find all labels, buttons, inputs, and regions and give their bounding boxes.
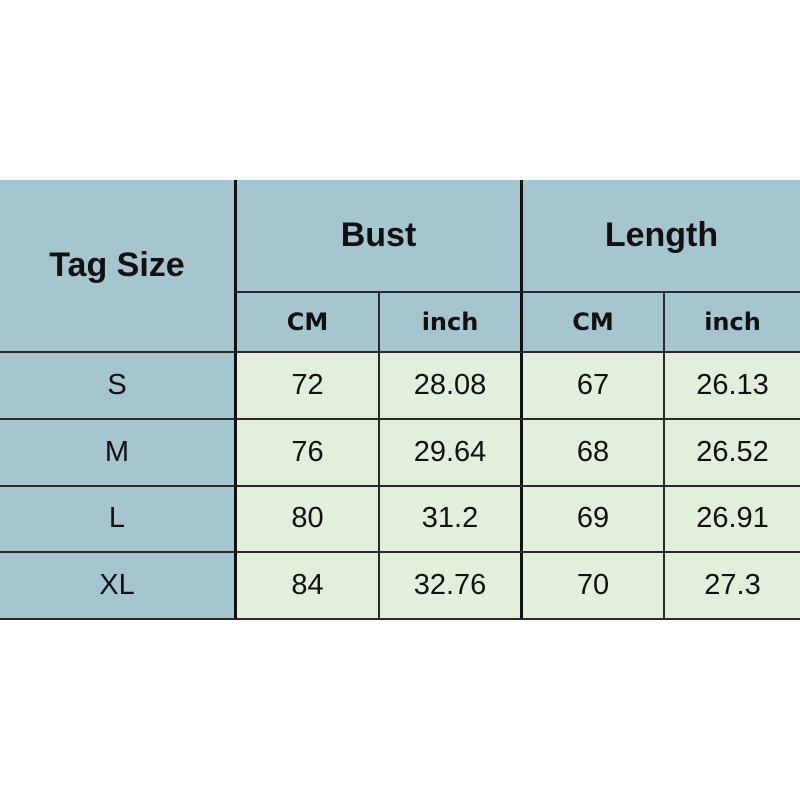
size-label: XL <box>0 553 237 620</box>
group-header: Length <box>523 180 800 293</box>
size-value: 80 <box>237 486 380 554</box>
size-label: S <box>0 353 237 420</box>
unit-header: CM <box>237 293 380 353</box>
size-value: 72 <box>237 353 380 420</box>
tag-size-header: Tag Size <box>0 180 237 353</box>
size-value: 31.2 <box>380 486 523 554</box>
size-value: 69 <box>523 486 665 554</box>
size-value: 76 <box>237 419 380 487</box>
size-label: M <box>0 419 237 487</box>
unit-header: inch <box>380 293 523 353</box>
unit-header: CM <box>523 293 665 353</box>
size-value: 84 <box>237 553 380 620</box>
size-value: 70 <box>523 553 665 620</box>
size-value: 67 <box>523 353 665 420</box>
size-value: 26.52 <box>665 419 800 487</box>
size-value: 68 <box>523 419 665 487</box>
size-value: 26.91 <box>665 486 800 554</box>
size-value: 29.64 <box>380 419 523 487</box>
size-value: 28.08 <box>380 353 523 420</box>
size-value: 26.13 <box>665 353 800 420</box>
size-label: L <box>0 486 237 554</box>
unit-header: inch <box>665 293 800 353</box>
group-header: Bust <box>237 180 523 293</box>
size-value: 27.3 <box>665 553 800 620</box>
size-value: 32.76 <box>380 553 523 620</box>
